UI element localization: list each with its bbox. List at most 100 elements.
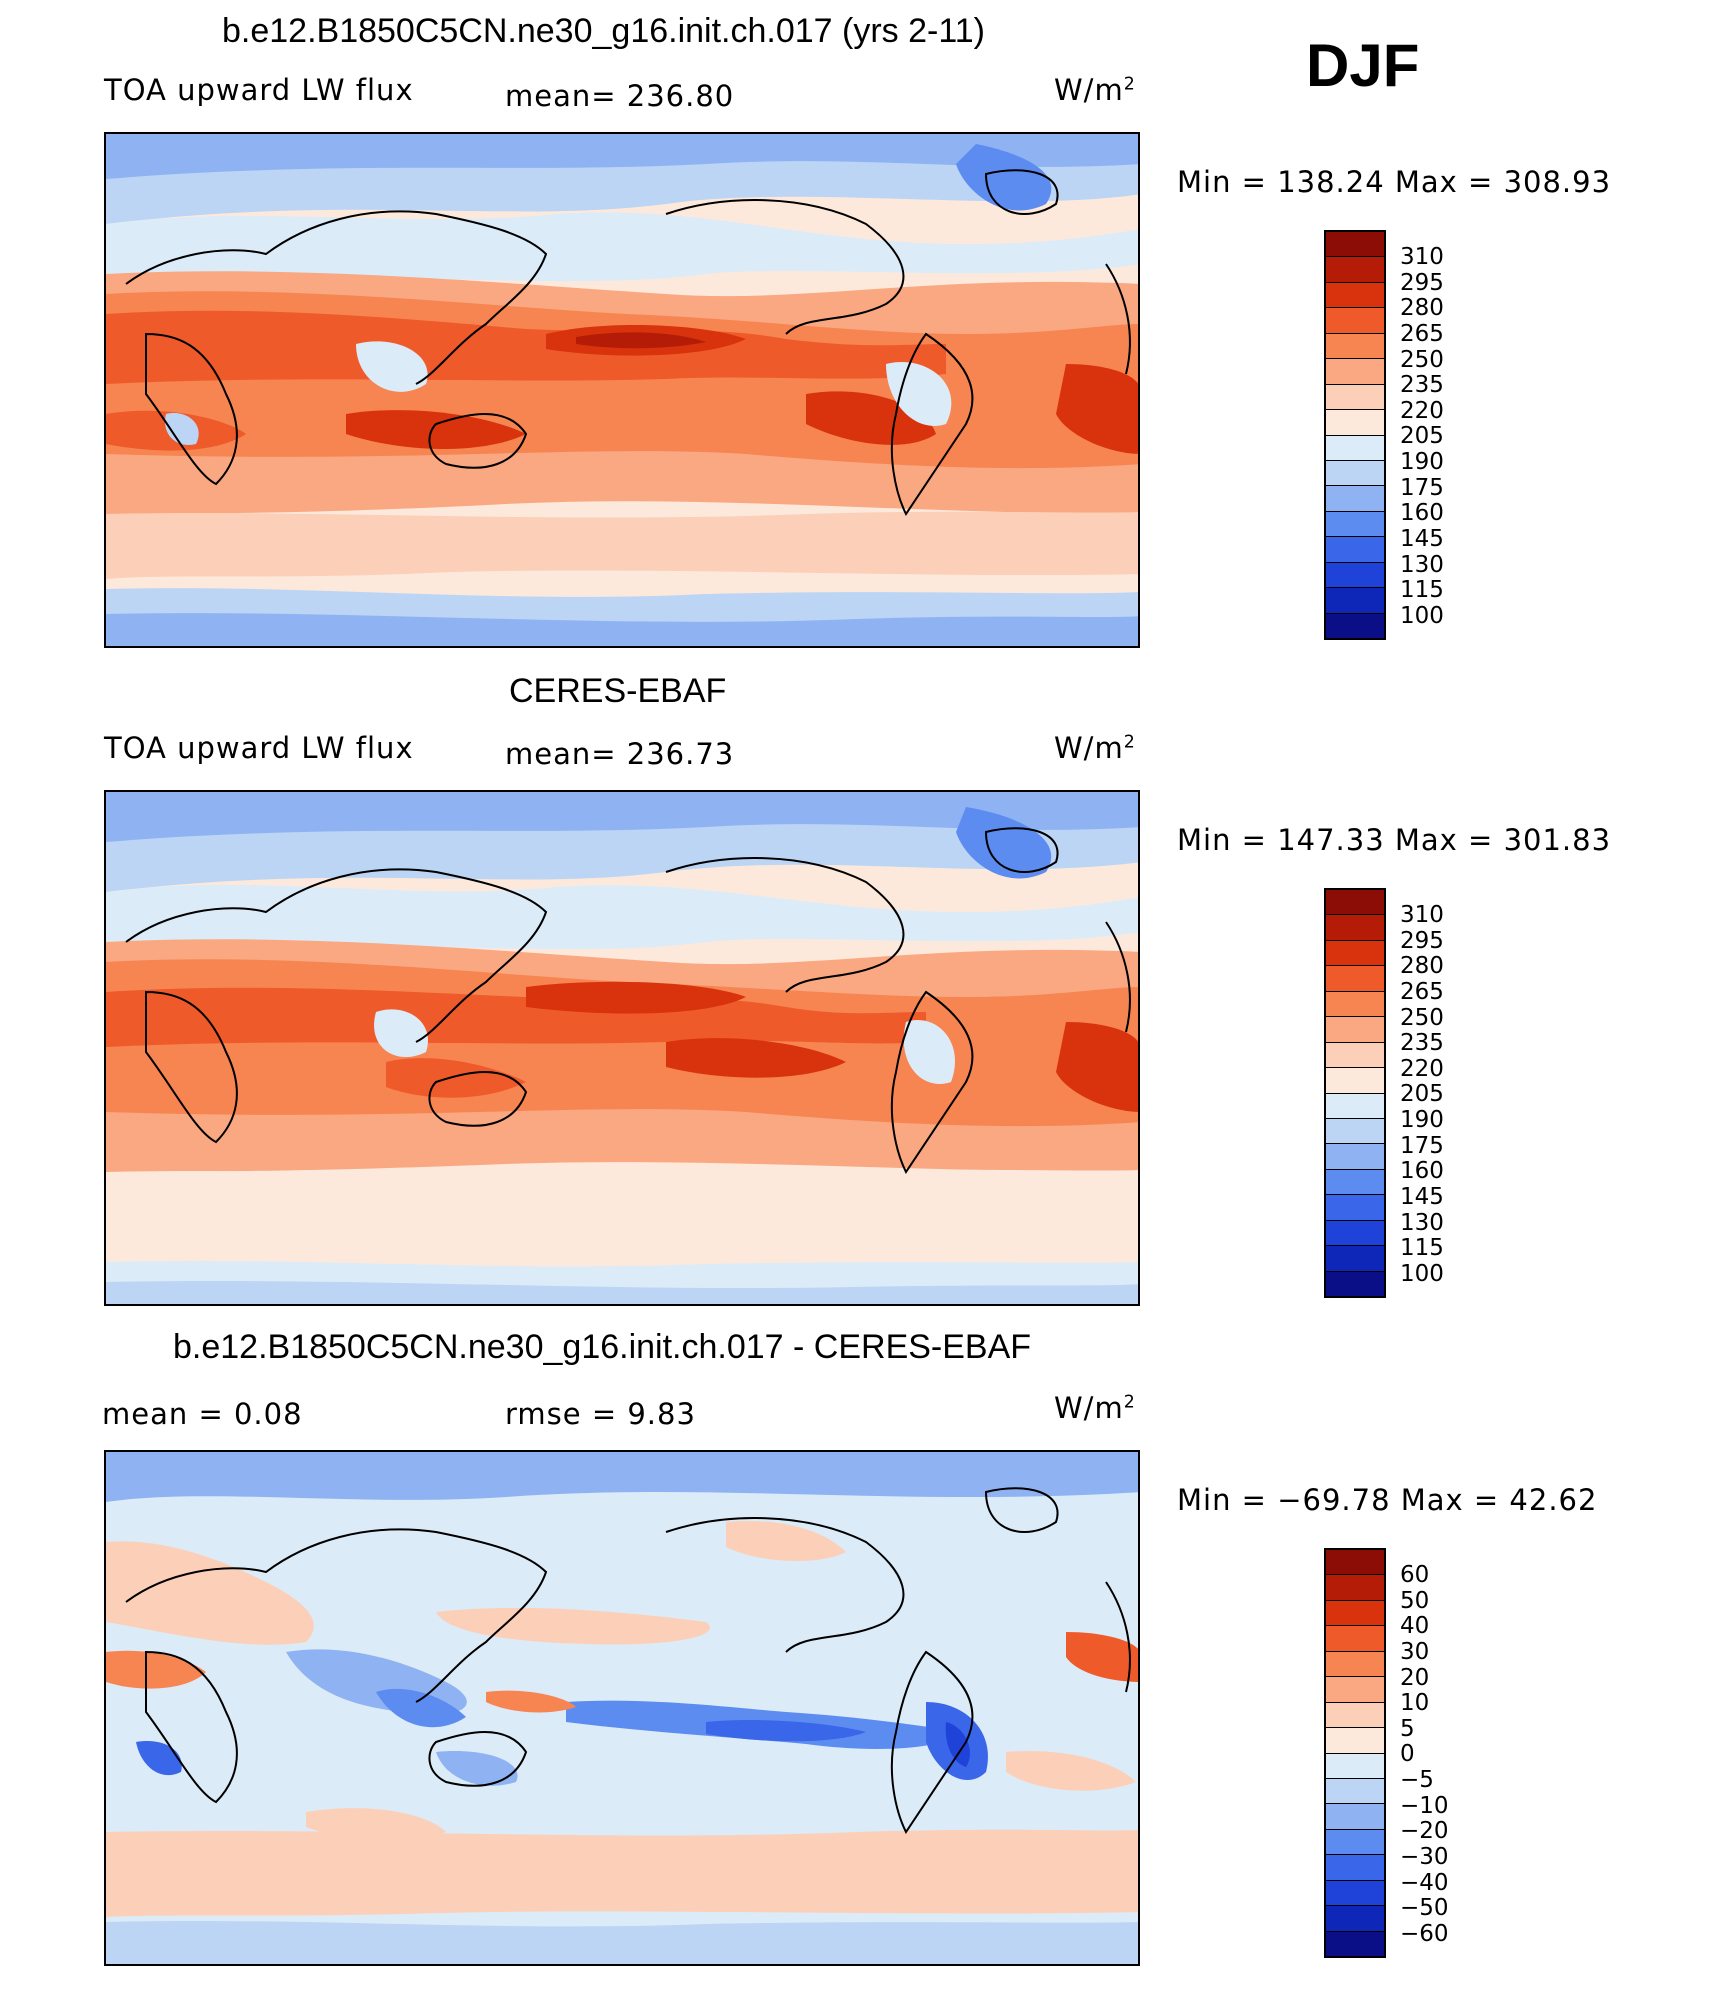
colorbar-tick-label: 175 bbox=[1400, 1132, 1444, 1159]
panel2-map-field bbox=[106, 792, 1138, 1304]
colorbar-segment bbox=[1326, 1651, 1384, 1678]
panel3-rmse-label: rmse = 9.83 bbox=[505, 1397, 696, 1431]
panel1-title: b.e12.B1850C5CN.ne30_g16.init.ch.017 (yr… bbox=[222, 12, 985, 50]
colorbar-segment bbox=[1326, 1906, 1384, 1932]
colorbar-tick-label: −20 bbox=[1400, 1818, 1449, 1845]
colorbar-tick-label: −10 bbox=[1400, 1792, 1449, 1819]
colorbar-tick-label: 20 bbox=[1400, 1664, 1430, 1691]
colorbar-segment bbox=[1326, 915, 1384, 941]
panel2-mean-label: mean= 236.73 bbox=[505, 737, 735, 771]
colorbar-tick-label: 235 bbox=[1400, 372, 1444, 399]
panel1-mean-label: mean= 236.80 bbox=[505, 79, 735, 113]
colorbar-tick-label: 205 bbox=[1400, 1081, 1444, 1108]
panel3-mean-label: mean = 0.08 bbox=[102, 1397, 303, 1431]
panel3-colorbar bbox=[1324, 1548, 1386, 1958]
panel2-colorbar bbox=[1324, 888, 1386, 1298]
colorbar-tick-label: 190 bbox=[1400, 449, 1444, 475]
colorbar-segment bbox=[1326, 991, 1384, 1018]
colorbar-tick-label: 160 bbox=[1400, 1158, 1444, 1185]
colorbar-tick-label: 220 bbox=[1400, 397, 1444, 424]
colorbar-tick-label: 100 bbox=[1400, 602, 1444, 629]
colorbar-segment bbox=[1326, 435, 1384, 461]
colorbar-tick-label: 145 bbox=[1400, 1183, 1444, 1210]
colorbar-segment bbox=[1326, 1728, 1384, 1754]
colorbar-tick-label: 115 bbox=[1400, 577, 1444, 604]
colorbar-segment bbox=[1326, 1271, 1384, 1296]
colorbar-tick-label: −60 bbox=[1400, 1920, 1449, 1947]
colorbar-tick-label: 50 bbox=[1400, 1587, 1430, 1614]
colorbar-segment bbox=[1326, 1550, 1384, 1576]
panel3-map bbox=[104, 1450, 1140, 1966]
panel1-variable-label: TOA upward LW flux bbox=[104, 73, 414, 107]
colorbar-segment bbox=[1326, 1855, 1384, 1881]
colorbar-tick-label: −30 bbox=[1400, 1843, 1449, 1870]
colorbar-segment bbox=[1326, 1042, 1384, 1069]
colorbar-segment bbox=[1326, 537, 1384, 563]
panel3-units: W/m2 bbox=[1054, 1391, 1136, 1425]
colorbar-tick-label: 130 bbox=[1400, 1209, 1444, 1236]
panel2-units: W/m2 bbox=[1054, 731, 1136, 765]
colorbar-segment bbox=[1326, 890, 1384, 916]
panel2-variable-label: TOA upward LW flux bbox=[104, 731, 414, 765]
colorbar-segment bbox=[1326, 940, 1384, 967]
colorbar-segment bbox=[1326, 613, 1384, 638]
colorbar-segment bbox=[1326, 282, 1384, 309]
colorbar-segment bbox=[1326, 333, 1384, 360]
colorbar-tick-label: 145 bbox=[1400, 525, 1444, 552]
colorbar-tick-label: 0 bbox=[1400, 1741, 1415, 1768]
colorbar-segment bbox=[1326, 511, 1384, 538]
colorbar-segment bbox=[1326, 1778, 1384, 1805]
colorbar-tick-label: 100 bbox=[1400, 1260, 1444, 1287]
colorbar-tick-label: 160 bbox=[1400, 500, 1444, 527]
colorbar-segment bbox=[1326, 1220, 1384, 1247]
colorbar-tick-label: 175 bbox=[1400, 474, 1444, 501]
colorbar-segment bbox=[1326, 1195, 1384, 1221]
colorbar-tick-label: 310 bbox=[1400, 244, 1444, 270]
colorbar-segment bbox=[1326, 966, 1384, 992]
colorbar-segment bbox=[1326, 1600, 1384, 1627]
colorbar-segment bbox=[1326, 1017, 1384, 1043]
colorbar-segment bbox=[1326, 1804, 1384, 1830]
panel3-map-field bbox=[106, 1452, 1138, 1964]
colorbar-segment bbox=[1326, 1575, 1384, 1601]
colorbar-segment bbox=[1326, 359, 1384, 385]
panel2-title: CERES-EBAF bbox=[509, 672, 727, 710]
colorbar-segment bbox=[1326, 1702, 1384, 1729]
season-label: DJF bbox=[1306, 32, 1420, 99]
colorbar-tick-label: 60 bbox=[1400, 1562, 1430, 1588]
panel1-map bbox=[104, 132, 1140, 648]
colorbar-tick-label: 280 bbox=[1400, 953, 1444, 980]
colorbar-segment bbox=[1326, 1931, 1384, 1956]
colorbar-segment bbox=[1326, 232, 1384, 258]
colorbar-segment bbox=[1326, 562, 1384, 589]
colorbar-segment bbox=[1326, 486, 1384, 512]
colorbar-segment bbox=[1326, 1829, 1384, 1856]
colorbar-tick-label: 30 bbox=[1400, 1638, 1430, 1665]
panel3-title: b.e12.B1850C5CN.ne30_g16.init.ch.017 - C… bbox=[173, 1328, 1032, 1366]
colorbar-segment bbox=[1326, 1753, 1384, 1779]
colorbar-tick-label: 295 bbox=[1400, 269, 1444, 296]
colorbar-tick-label: −40 bbox=[1400, 1869, 1449, 1896]
colorbar-tick-label: 250 bbox=[1400, 1004, 1444, 1031]
colorbar-segment bbox=[1326, 588, 1384, 614]
colorbar-tick-label: 115 bbox=[1400, 1235, 1444, 1262]
colorbar-tick-label: 295 bbox=[1400, 927, 1444, 954]
colorbar-segment bbox=[1326, 1246, 1384, 1272]
colorbar-segment bbox=[1326, 384, 1384, 411]
colorbar-segment bbox=[1326, 1677, 1384, 1703]
colorbar-segment bbox=[1326, 1118, 1384, 1145]
colorbar-segment bbox=[1326, 1880, 1384, 1907]
colorbar-tick-label: 5 bbox=[1400, 1715, 1415, 1742]
colorbar-tick-label: 190 bbox=[1400, 1107, 1444, 1133]
colorbar-segment bbox=[1326, 1144, 1384, 1170]
panel2-map bbox=[104, 790, 1140, 1306]
colorbar-tick-label: 205 bbox=[1400, 423, 1444, 450]
colorbar-segment bbox=[1326, 257, 1384, 283]
panel2-minmax: Min = 147.33 Max = 301.83 bbox=[1177, 823, 1612, 857]
colorbar-segment bbox=[1326, 410, 1384, 436]
colorbar-segment bbox=[1326, 308, 1384, 334]
colorbar-tick-label: 265 bbox=[1400, 320, 1444, 347]
colorbar-tick-label: 10 bbox=[1400, 1690, 1430, 1717]
colorbar-tick-label: 310 bbox=[1400, 902, 1444, 928]
panel1-map-field bbox=[106, 134, 1138, 646]
